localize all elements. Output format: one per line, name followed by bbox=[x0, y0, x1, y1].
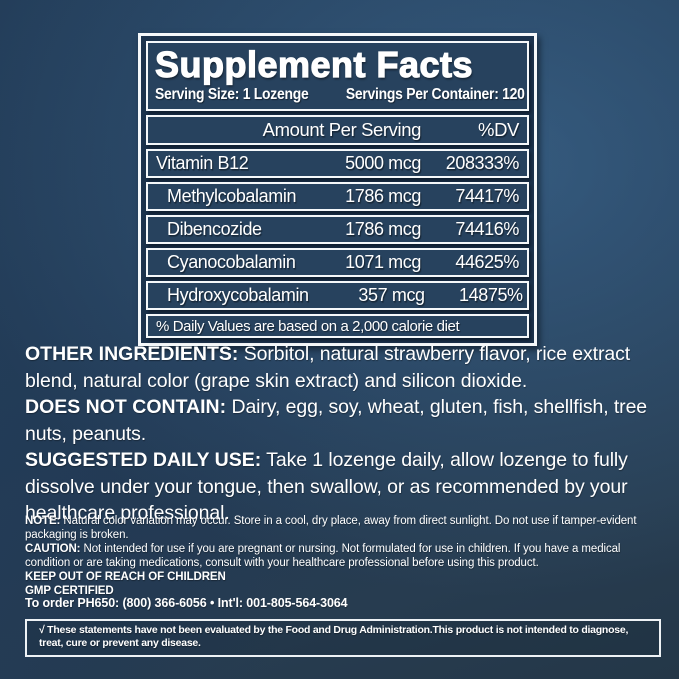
nutrient-amount: 357 mcg bbox=[358, 285, 425, 305]
supplement-facts-panel: Supplement Facts Serving Size: 1 Lozenge… bbox=[138, 33, 537, 346]
percent-dv-header: %DV bbox=[478, 119, 519, 140]
table-row: Methylcobalamin 1786 mcg 74417% bbox=[146, 182, 529, 211]
body-copy: OTHER INGREDIENTS: Sorbitol, natural str… bbox=[25, 341, 663, 527]
nutrient-name: Methylcobalamin bbox=[167, 186, 297, 206]
column-header-row: Amount Per Serving %DV bbox=[146, 115, 529, 145]
serving-size: Serving Size: 1 Lozenge bbox=[155, 86, 309, 103]
note-paragraph: NOTE: Natural color variation may occur.… bbox=[25, 514, 665, 542]
table-row: Dibencozide 1786 mcg 74416% bbox=[146, 215, 529, 244]
servings-per-container: Servings Per Container: 120 bbox=[345, 86, 525, 103]
nutrient-dv: 14875% bbox=[459, 285, 523, 305]
nutrient-name: Dibencozide bbox=[167, 219, 262, 239]
fda-disclaimer-box: √ These statements have not been evaluat… bbox=[25, 619, 661, 658]
nutrient-name: Cyanocobalamin bbox=[167, 252, 296, 272]
nutrient-dv: 208333% bbox=[445, 153, 520, 173]
caution-text: Not intended for use if you are pregnant… bbox=[25, 543, 621, 570]
nutrient-amount: 1786 mcg bbox=[345, 219, 421, 239]
keep-out-of-reach-line: KEEP OUT OF REACH OF CHILDREN bbox=[25, 571, 226, 584]
suggested-use-paragraph: SUGGESTED DAILY USE: Take 1 lozenge dail… bbox=[25, 447, 663, 527]
caution-paragraph: CAUTION: Not intended for use if you are… bbox=[25, 542, 665, 570]
amount-per-serving-header: Amount Per Serving bbox=[262, 119, 422, 140]
gmp-certified-line: GMP CERTIFIED bbox=[25, 585, 114, 598]
other-ingredients-paragraph: OTHER INGREDIENTS: Sorbitol, natural str… bbox=[25, 341, 663, 394]
supplement-facts-title: Supplement Facts bbox=[154, 43, 474, 85]
nutrient-dv: 74417% bbox=[455, 186, 519, 206]
does-not-contain-paragraph: DOES NOT CONTAIN: Dairy, egg, soy, wheat… bbox=[25, 394, 663, 447]
does-not-contain-label: DOES NOT CONTAIN: bbox=[25, 396, 227, 419]
nutrient-amount: 1071 mcg bbox=[345, 252, 421, 272]
supplement-facts-header: Supplement Facts Serving Size: 1 Lozenge… bbox=[146, 41, 529, 111]
nutrient-name: Vitamin B12 bbox=[156, 153, 249, 173]
note-text: Natural color variation may occur. Store… bbox=[25, 515, 637, 542]
order-phone-line: To order PH650: (800) 366-6056 • Int'l: … bbox=[25, 596, 348, 610]
does-not-contain-text: Dairy, egg, soy, wheat, gluten, fish, sh… bbox=[25, 396, 648, 445]
daily-value-footnote: % Daily Values are based on a 2,000 calo… bbox=[146, 314, 529, 338]
suggested-use-label: SUGGESTED DAILY USE: bbox=[25, 449, 262, 472]
caution-label: CAUTION: bbox=[25, 543, 81, 556]
table-row: Vitamin B12 5000 mcg 208333% bbox=[146, 149, 529, 178]
nutrient-dv: 74416% bbox=[455, 219, 519, 239]
nutrient-dv: 44625% bbox=[455, 252, 519, 272]
suggested-use-text: Take 1 lozenge daily, allow lozenge to f… bbox=[25, 449, 628, 525]
nutrient-amount: 5000 mcg bbox=[345, 153, 421, 173]
other-ingredients-label: OTHER INGREDIENTS: bbox=[25, 343, 239, 365]
fine-print: NOTE: Natural color variation may occur.… bbox=[25, 514, 665, 598]
fda-disclaimer-text: √ These statements have not been evaluat… bbox=[39, 624, 629, 650]
other-ingredients-text: Sorbitol, natural strawberry flavor, ric… bbox=[25, 343, 631, 392]
table-row: Hydroxycobalamin 357 mcg 14875% bbox=[146, 281, 529, 310]
table-row: Cyanocobalamin 1071 mcg 44625% bbox=[146, 248, 529, 277]
note-label: NOTE: bbox=[25, 515, 61, 527]
nutrient-amount: 1786 mcg bbox=[345, 186, 421, 206]
nutrient-name: Hydroxycobalamin bbox=[167, 285, 309, 305]
serving-info-row: Serving Size: 1 Lozenge Servings Per Con… bbox=[155, 86, 524, 104]
